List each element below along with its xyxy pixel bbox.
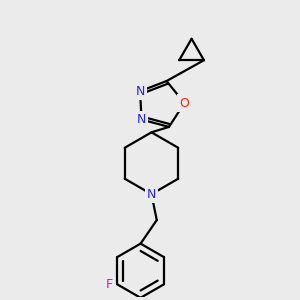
Text: N: N bbox=[137, 113, 146, 126]
Text: O: O bbox=[179, 97, 189, 110]
Text: F: F bbox=[105, 278, 112, 291]
Text: N: N bbox=[135, 85, 145, 98]
Text: N: N bbox=[147, 188, 156, 201]
